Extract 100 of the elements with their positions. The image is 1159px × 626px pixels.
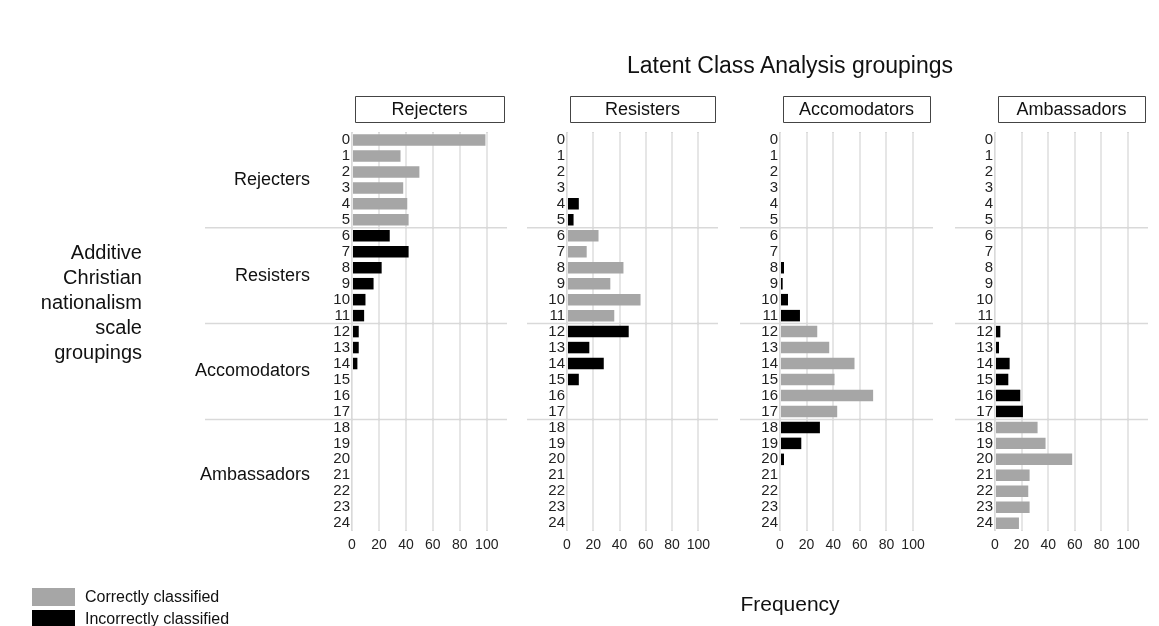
y-tick-label: 13 xyxy=(548,337,565,355)
band-label: Resisters xyxy=(234,264,310,285)
y-tick-label: 6 xyxy=(984,225,993,243)
y-tick-label: 14 xyxy=(976,353,993,371)
y-tick-label: 20 xyxy=(976,449,993,467)
y-tick-label: 12 xyxy=(976,321,993,339)
y-tick-label: 4 xyxy=(556,194,565,211)
y-tick-label: 19 xyxy=(761,433,778,451)
y-tick-label: 20 xyxy=(333,449,350,467)
bar xyxy=(781,453,784,466)
y-tick-label: 10 xyxy=(976,289,993,307)
y-tick-label: 14 xyxy=(761,353,778,371)
y-tick-label: 2 xyxy=(341,162,350,180)
y-tick-label: 2 xyxy=(769,162,778,180)
y-tick-label: 10 xyxy=(548,289,565,307)
y-tick-label: 24 xyxy=(333,513,350,531)
y-tick-label: 12 xyxy=(333,321,350,339)
bar xyxy=(781,405,838,418)
y-tick-label: 3 xyxy=(341,178,350,196)
y-tick-label: 22 xyxy=(976,481,993,499)
y-tick-label: 3 xyxy=(769,178,778,196)
y-tick-label: 24 xyxy=(976,513,993,531)
y-tick-label: 19 xyxy=(976,433,993,451)
y-tick-label: 13 xyxy=(761,337,778,355)
y-tick-label: 9 xyxy=(984,273,993,291)
bar xyxy=(353,325,359,338)
y-tick-label: 22 xyxy=(333,481,350,499)
y-tick-label: 19 xyxy=(548,433,565,451)
bar xyxy=(996,421,1038,434)
bar xyxy=(568,357,604,370)
x-tick-label: 20 xyxy=(585,536,602,553)
y-tick-label: 20 xyxy=(761,449,778,467)
x-tick-label: 60 xyxy=(1067,536,1083,553)
y-tick-label: 24 xyxy=(761,513,778,531)
y-tick-label: 18 xyxy=(333,417,350,435)
x-tick-label: 20 xyxy=(1013,536,1030,553)
bar xyxy=(353,293,366,306)
y-tick-label: 19 xyxy=(333,433,350,451)
bar xyxy=(996,453,1073,466)
y-tick-label: 17 xyxy=(333,401,350,419)
legend-label: Correctly classified xyxy=(85,588,220,606)
y-tick-label: 4 xyxy=(984,194,993,211)
bar xyxy=(568,214,574,226)
bar xyxy=(568,277,611,290)
y-tick-label: 3 xyxy=(984,178,993,196)
y-tick-label: 12 xyxy=(548,321,565,339)
y-tick-label: 17 xyxy=(761,401,778,419)
x-tick-label: 100 xyxy=(475,536,499,553)
y-tick-label: 0 xyxy=(984,130,993,148)
y-tick-label: 1 xyxy=(556,146,565,164)
bar xyxy=(781,325,818,338)
y-tick-label: 0 xyxy=(556,130,565,148)
y-tick-label: 15 xyxy=(333,369,350,387)
y-tick-label: 21 xyxy=(333,465,350,483)
y-tick-label: 11 xyxy=(977,305,993,323)
bar xyxy=(996,437,1046,450)
bar xyxy=(996,373,1009,386)
y-tick-label: 16 xyxy=(761,385,778,403)
bar xyxy=(353,246,409,258)
bar xyxy=(568,341,590,354)
x-axis-title: Frequency xyxy=(739,592,841,616)
bar xyxy=(353,261,382,274)
bar xyxy=(781,357,855,370)
x-tick-label: 40 xyxy=(611,536,628,553)
y-tick-label: 2 xyxy=(556,162,565,180)
bar xyxy=(996,389,1021,402)
band-label: Accomodators xyxy=(194,360,310,381)
bar xyxy=(568,293,641,306)
bar xyxy=(996,357,1010,370)
y-tick-label: 22 xyxy=(548,481,565,499)
y-tick-label: 10 xyxy=(333,289,350,307)
y-tick-label: 7 xyxy=(556,241,565,259)
y-tick-label: 21 xyxy=(761,465,778,483)
y-tick-label: 6 xyxy=(341,225,350,243)
y-tick-label: 23 xyxy=(333,497,350,515)
y-tick-label: 8 xyxy=(984,257,993,275)
x-tick-label: 60 xyxy=(425,536,441,553)
bar xyxy=(996,501,1030,513)
x-tick-label: 80 xyxy=(664,536,681,553)
bar xyxy=(781,293,788,306)
chart-subtitle: Ambassadors xyxy=(1016,98,1127,119)
y-tick-label: 23 xyxy=(976,497,993,515)
bar xyxy=(781,309,800,322)
y-tick-label: 2 xyxy=(984,162,993,180)
y-tick-label: 9 xyxy=(769,273,778,291)
x-tick-label: 20 xyxy=(798,536,815,553)
bar xyxy=(353,214,409,226)
y-tick-label: 1 xyxy=(984,146,993,164)
y-tick-label: 18 xyxy=(976,417,993,435)
y-tick-label: 10 xyxy=(761,289,778,307)
y-tick-label: 14 xyxy=(333,353,350,371)
y-tick-label: 0 xyxy=(341,130,350,148)
y-tick-label: 8 xyxy=(556,257,565,275)
bar xyxy=(996,517,1019,529)
y-tick-label: 21 xyxy=(548,465,565,483)
bar xyxy=(568,325,629,338)
x-tick-label: 100 xyxy=(686,536,711,553)
y-tick-label: 16 xyxy=(548,385,565,403)
bar xyxy=(781,389,874,402)
bar xyxy=(353,198,408,210)
